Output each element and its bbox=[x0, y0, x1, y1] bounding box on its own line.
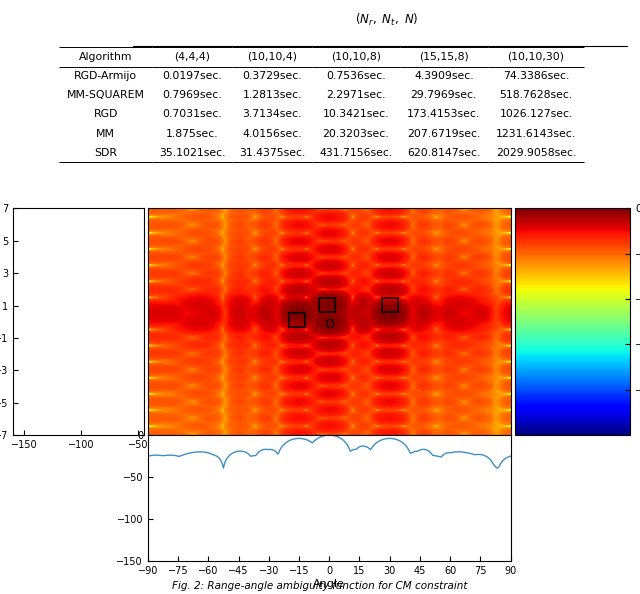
X-axis label: Angle: Angle bbox=[314, 579, 345, 589]
Bar bbox=[289, 313, 305, 327]
Bar bbox=[319, 298, 335, 312]
Bar bbox=[381, 298, 397, 312]
Text: Fig. 2: Range-angle ambiguity function for CM constraint: Fig. 2: Range-angle ambiguity function f… bbox=[172, 581, 468, 591]
Text: $(N_r,\ N_t,\ N)$: $(N_r,\ N_t,\ N)$ bbox=[355, 12, 418, 28]
Text: O: O bbox=[324, 318, 334, 331]
